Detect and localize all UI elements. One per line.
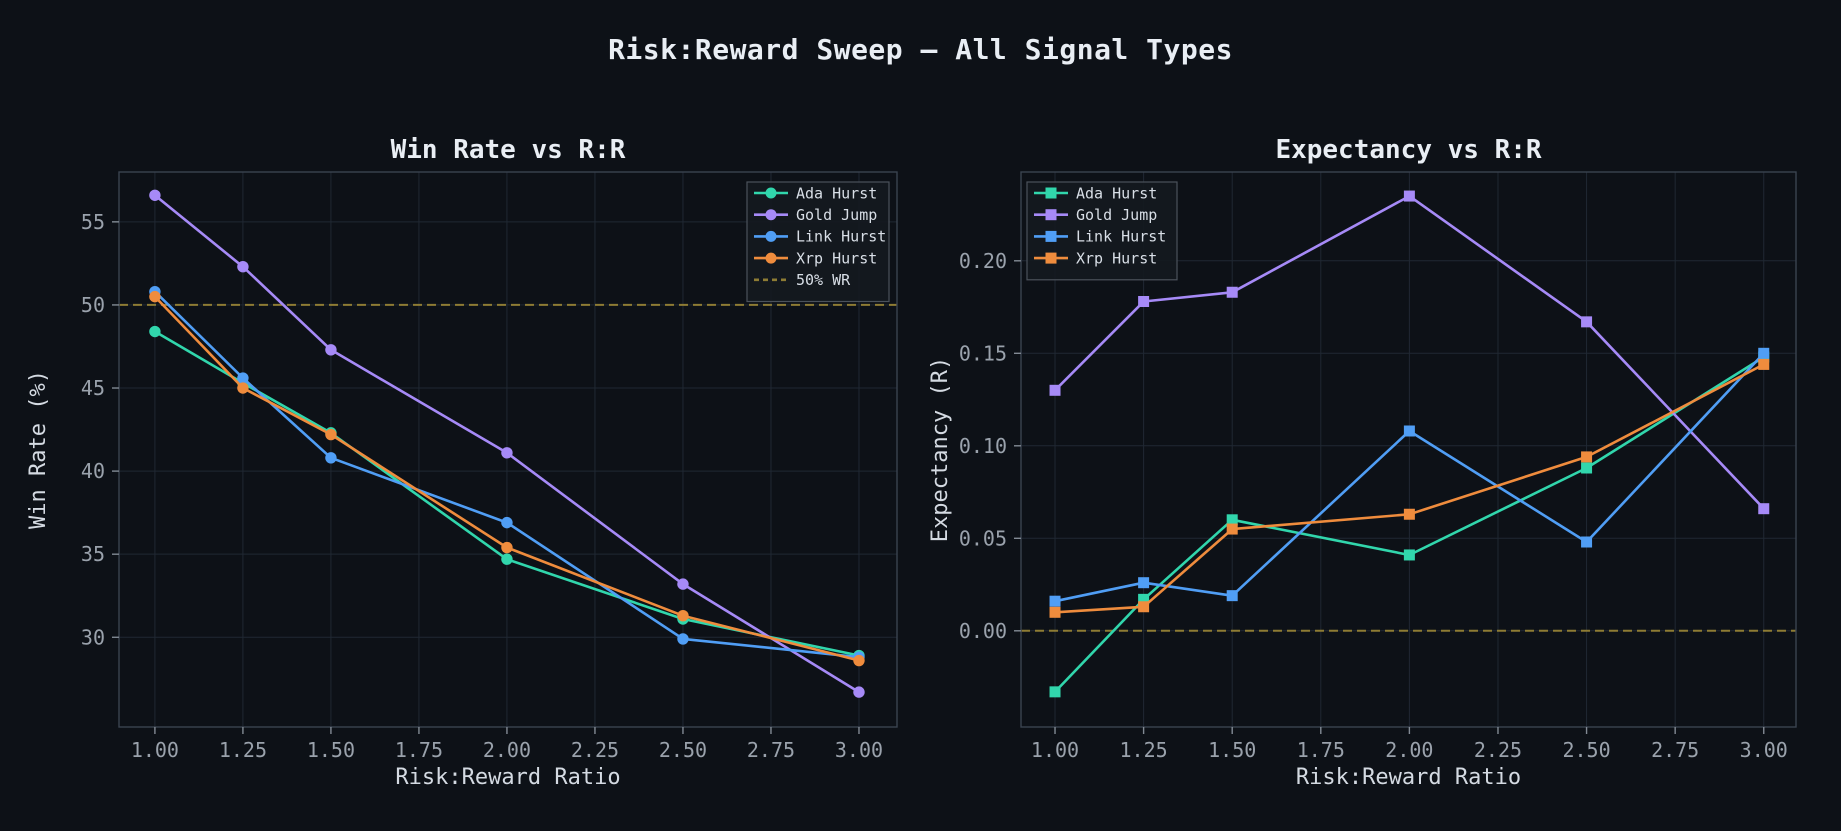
- x-tick-label: 2.75: [1651, 738, 1699, 762]
- x-tick-label: 2.50: [1562, 738, 1610, 762]
- series-markers-xrp-hurst: [149, 290, 865, 667]
- legend-win-rate: Ada Hurst Gold Jump Link Hurst Xrp Hurst 50%…: [746, 181, 890, 303]
- svg-text:Link Hurst: Link Hurst: [1076, 228, 1166, 246]
- series-line-gold-jump: [154, 194, 860, 694]
- x-tick-label: 2.00: [1385, 738, 1433, 762]
- x-tick-label: 2.25: [571, 738, 619, 762]
- series-line-gold-jump: [1054, 194, 1765, 510]
- x-tick-label: 1.75: [1297, 738, 1345, 762]
- x-tick-label: 2.00: [483, 738, 531, 762]
- legend-item-xrp-hurst: Xrp Hurst: [1034, 249, 1157, 267]
- series-markers-gold-jump: [1049, 190, 1770, 515]
- x-tick-label: 2.50: [659, 738, 707, 762]
- x-tick-label: 1.00: [1031, 738, 1079, 762]
- y-axis-expectancy: 0.00 0.05 0.10 0.15 0.20: [959, 249, 1021, 643]
- y-axis-label-expectancy: Expectancy (R): [928, 357, 953, 542]
- figure-title: Risk:Reward Sweep — All Signal Types: [608, 33, 1233, 66]
- legend-item-gold-jump: Gold Jump: [754, 206, 877, 224]
- plot-frame-win-rate: [118, 171, 898, 728]
- series-line-link-hurst: [1054, 352, 1765, 603]
- y-tick-label: 40: [81, 459, 105, 483]
- x-axis-label-expectancy: Risk:Reward Ratio: [1296, 765, 1521, 790]
- y-tick-label: 50: [81, 293, 105, 317]
- legend-item-link-hurst: Link Hurst: [1034, 228, 1166, 246]
- x-axis-expectancy: 1.00 1.25 1.50 1.75 2.00 2.25 2.50 2.75 3.00: [1031, 727, 1788, 762]
- y-axis-label-win-rate: Win Rate (%): [26, 370, 51, 529]
- x-tick-label: 1.00: [131, 738, 179, 762]
- legend-item-ada-hurst: Ada Hurst: [1034, 184, 1157, 202]
- x-tick-label: 3.00: [835, 738, 883, 762]
- plot-frame-expectancy: [1020, 171, 1797, 728]
- x-axis-win-rate: 1.00 1.25 1.50 1.75 2.00 2.25 2.50 2.75 3.00: [131, 727, 883, 762]
- x-tick-label: 1.25: [1120, 738, 1168, 762]
- legend-expectancy: Ada Hurst Gold Jump Link Hurst Xrp Hurst: [1026, 181, 1178, 281]
- y-tick-label: 0.00: [959, 619, 1007, 643]
- x-tick-label: 2.25: [1474, 738, 1522, 762]
- series-markers-link-hurst: [149, 285, 865, 663]
- svg-text:50% WR: 50% WR: [796, 271, 851, 289]
- svg-text:Ada Hurst: Ada Hurst: [796, 184, 877, 202]
- chart-title-win-rate: Win Rate vs R:R: [391, 135, 626, 165]
- legend-item-link-hurst: Link Hurst: [754, 228, 886, 246]
- x-tick-label: 1.25: [219, 738, 267, 762]
- y-tick-label: 0.15: [959, 341, 1007, 365]
- svg-text:Xrp Hurst: Xrp Hurst: [1076, 249, 1157, 267]
- svg-text:Gold Jump: Gold Jump: [1076, 206, 1157, 224]
- svg-text:Ada Hurst: Ada Hurst: [1076, 184, 1157, 202]
- chart-title-expectancy: Expectancy vs R:R: [1275, 135, 1541, 165]
- legend-item-xrp-hurst: Xrp Hurst: [754, 249, 877, 267]
- legend-item-ada-hurst: Ada Hurst: [754, 184, 877, 202]
- y-tick-label: 0.05: [959, 526, 1007, 550]
- y-tick-label: 0.20: [959, 249, 1007, 273]
- legend-item-50-wr: 50% WR: [754, 271, 851, 289]
- x-tick-label: 1.50: [1208, 738, 1256, 762]
- series-line-xrp-hurst: [1054, 363, 1765, 614]
- x-tick-label: 1.75: [395, 738, 443, 762]
- chart-expectancy: 1.00 1.25 1.50 1.75 2.00 2.25 2.50 2.75 3.00 0.00…: [928, 135, 1797, 790]
- y-tick-label: 55: [81, 210, 105, 234]
- series-markers-link-hurst: [1049, 347, 1770, 607]
- svg-text:Gold Jump: Gold Jump: [796, 206, 877, 224]
- svg-text:Xrp Hurst: Xrp Hurst: [796, 249, 877, 267]
- x-tick-label: 2.75: [747, 738, 795, 762]
- series-line-ada-hurst: [1054, 355, 1765, 693]
- x-tick-label: 1.50: [307, 738, 355, 762]
- x-axis-label-win-rate: Risk:Reward Ratio: [395, 765, 620, 790]
- legend-item-gold-jump: Gold Jump: [1034, 206, 1157, 224]
- y-tick-label: 30: [81, 625, 105, 649]
- y-tick-label: 45: [81, 376, 105, 400]
- y-tick-label: 35: [81, 542, 105, 566]
- chart-win-rate: 1.00 1.25 1.50 1.75 2.00 2.25 2.50 2.75 3.00 30 35…: [26, 135, 898, 790]
- y-tick-label: 0.10: [959, 434, 1007, 458]
- series-line-xrp-hurst: [153, 295, 860, 662]
- series-markers-gold-jump: [149, 189, 865, 698]
- y-axis-win-rate: 30 35 40 45 50 55: [81, 210, 119, 649]
- series-markers-xrp-hurst: [1049, 358, 1770, 618]
- svg-text:Link Hurst: Link Hurst: [796, 228, 886, 246]
- x-tick-label: 3.00: [1740, 738, 1788, 762]
